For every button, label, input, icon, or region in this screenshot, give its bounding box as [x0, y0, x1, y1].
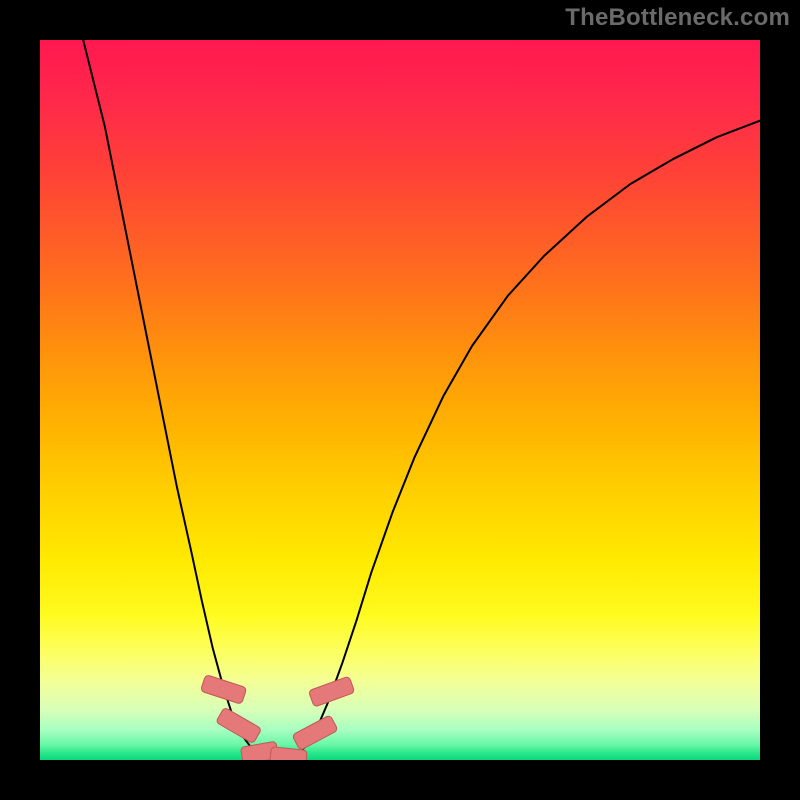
curve-path: [83, 40, 760, 760]
bottleneck-curve: [40, 40, 760, 760]
curve-marker: [216, 707, 262, 744]
curve-marker: [308, 676, 355, 707]
plot-area: [40, 40, 760, 760]
curve-marker: [292, 715, 338, 751]
curve-markers: [200, 675, 354, 760]
watermark-text: TheBottleneck.com: [565, 4, 790, 32]
curve-marker: [200, 675, 246, 705]
